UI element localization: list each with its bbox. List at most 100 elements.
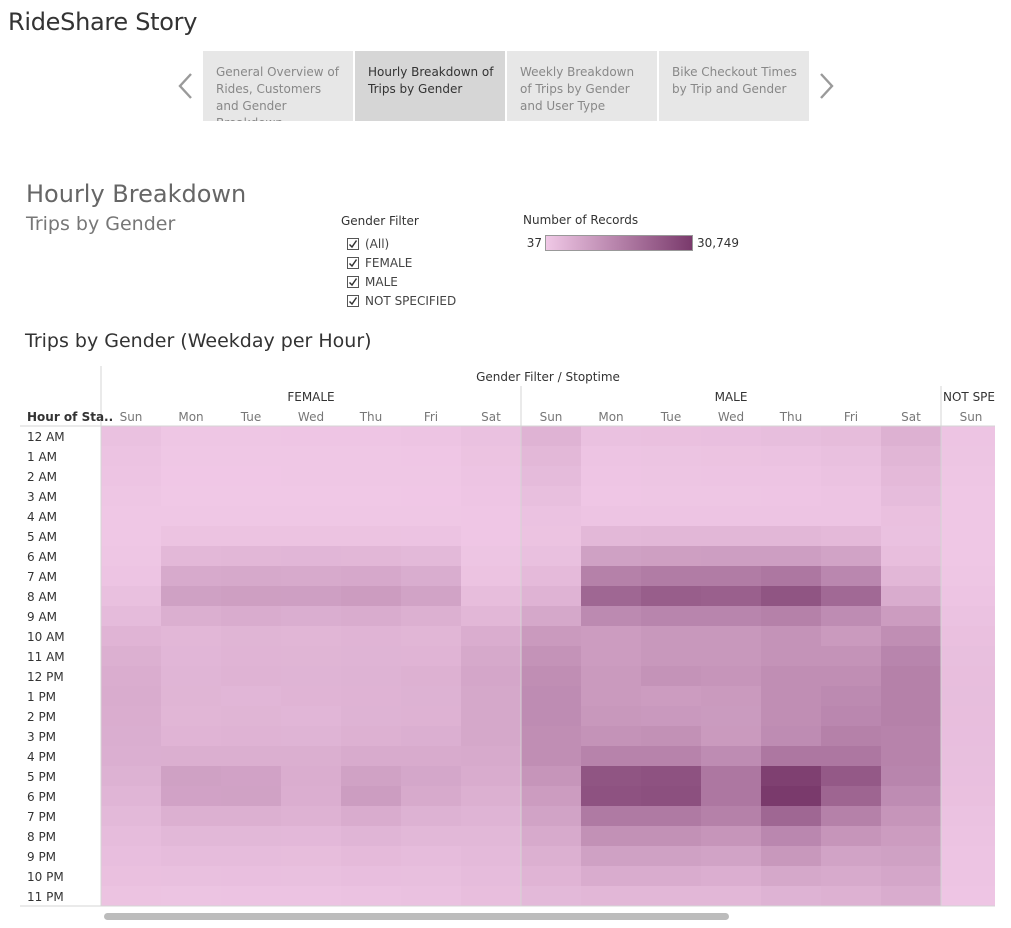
filter-option-female[interactable]: FEMALE — [347, 254, 412, 272]
heatmap-cell — [161, 706, 222, 727]
heatmap-cell — [401, 786, 462, 807]
heatmap-cell — [221, 846, 282, 867]
row-hour-label: 10 PM — [27, 870, 64, 884]
heatmap-cell — [821, 886, 882, 907]
heatmap-cell — [761, 446, 822, 467]
heatmap-cell — [341, 846, 402, 867]
story-tab-general-overview[interactable]: General Overview of Rides, Customers and… — [203, 51, 353, 121]
heatmap-cell — [281, 746, 342, 767]
row-hour-label: 5 AM — [27, 530, 57, 544]
heatmap-cell — [821, 426, 882, 447]
heatmap-cell — [881, 706, 942, 727]
column-header-title: Gender Filter / Stoptime — [476, 370, 620, 384]
heatmap-cell — [461, 646, 522, 667]
heatmap-cell — [101, 546, 162, 567]
heatmap-cell — [521, 806, 582, 827]
heatmap-cell — [581, 626, 642, 647]
heatmap-cell — [581, 826, 642, 847]
heatmap-cell — [101, 646, 162, 667]
checkbox-checked-icon[interactable] — [347, 238, 359, 250]
heatmap-cell — [341, 506, 402, 527]
heatmap-cell — [341, 766, 402, 787]
heatmap-cell — [161, 766, 222, 787]
heatmap-cell — [341, 666, 402, 687]
heatmap-cell — [281, 886, 342, 907]
heatmap-cell — [581, 586, 642, 607]
heatmap-cell — [461, 586, 522, 607]
heatmap-cell — [581, 646, 642, 667]
heatmap-cell — [701, 746, 762, 767]
heatmap-cell — [521, 586, 582, 607]
heatmap-cell — [941, 846, 995, 867]
filter-option-not-specified[interactable]: NOT SPECIFIED — [347, 292, 456, 310]
heatmap-cell — [161, 566, 222, 587]
heatmap-cell — [161, 446, 222, 467]
row-hour-label: 11 AM — [27, 650, 65, 664]
heatmap-cell — [461, 826, 522, 847]
heatmap-cell — [341, 706, 402, 727]
heatmap-cell — [581, 786, 642, 807]
heatmap-cell — [521, 426, 582, 447]
heatmap-cell — [821, 746, 882, 767]
checkbox-checked-icon[interactable] — [347, 295, 359, 307]
heatmap-cell — [281, 466, 342, 487]
heatmap-cell — [641, 566, 702, 587]
nav-prev-icon[interactable] — [171, 66, 201, 106]
heatmap-cell — [161, 826, 222, 847]
heatmap-cell — [641, 706, 702, 727]
row-hour-label: 4 PM — [27, 750, 56, 764]
heatmap-cell — [581, 446, 642, 467]
heatmap-cell — [881, 486, 942, 507]
legend-min-label: 37 — [526, 236, 542, 250]
heatmap-cell — [941, 786, 995, 807]
story-tab-hourly-breakdown[interactable]: Hourly Breakdown of Trips by Gender — [355, 51, 505, 121]
heatmap-cell — [821, 726, 882, 747]
checkbox-checked-icon[interactable] — [347, 276, 359, 288]
heatmap-cell — [521, 866, 582, 887]
heatmap-cell — [461, 506, 522, 527]
heatmap-cell — [221, 666, 282, 687]
heatmap-cell — [761, 786, 822, 807]
heatmap-cell — [761, 606, 822, 627]
heatmap-cell — [341, 626, 402, 647]
heatmap-cell — [821, 846, 882, 867]
heatmap-cell — [401, 706, 462, 727]
heatmap-cell — [341, 886, 402, 907]
heatmap-cell — [221, 506, 282, 527]
heatmap-cell — [881, 446, 942, 467]
heatmap-cell — [881, 546, 942, 567]
heatmap-cell — [101, 606, 162, 627]
heatmap-cell — [641, 546, 702, 567]
filter-option-all[interactable]: (All) — [347, 235, 389, 253]
heatmap-cell — [281, 806, 342, 827]
heatmap-cell — [401, 646, 462, 667]
heatmap-cell — [461, 426, 522, 447]
column-day-label: Sat — [481, 410, 501, 424]
heatmap-cell — [341, 746, 402, 767]
heatmap-cell — [281, 666, 342, 687]
story-tab-weekly-breakdown[interactable]: Weekly Breakdown of Trips by Gender and … — [507, 51, 657, 121]
checkbox-checked-icon[interactable] — [347, 257, 359, 269]
story-tab-bike-checkout[interactable]: Bike Checkout Times by Trip and Gender — [659, 51, 809, 121]
heatmap-cell — [941, 746, 995, 767]
nav-next-icon[interactable] — [811, 66, 841, 106]
heatmap-cell — [401, 546, 462, 567]
heatmap-cell — [281, 546, 342, 567]
heatmap-cell — [641, 626, 702, 647]
heatmap-cell — [521, 746, 582, 767]
heatmap-cell — [521, 786, 582, 807]
heatmap-cell — [821, 686, 882, 707]
heatmap-cell — [701, 646, 762, 667]
heatmap-cell — [221, 826, 282, 847]
heatmap-cell — [641, 686, 702, 707]
heatmap-cell — [941, 646, 995, 667]
heatmap-cell — [401, 606, 462, 627]
heatmap-cell — [821, 486, 882, 507]
heatmap-cell — [941, 606, 995, 627]
horizontal-scrollbar-thumb[interactable] — [104, 913, 729, 920]
filter-option-male[interactable]: MALE — [347, 273, 398, 291]
row-hour-label: 7 PM — [27, 810, 56, 824]
heatmap-cell — [161, 486, 222, 507]
heatmap-cell — [281, 526, 342, 547]
heatmap-cell — [701, 806, 762, 827]
